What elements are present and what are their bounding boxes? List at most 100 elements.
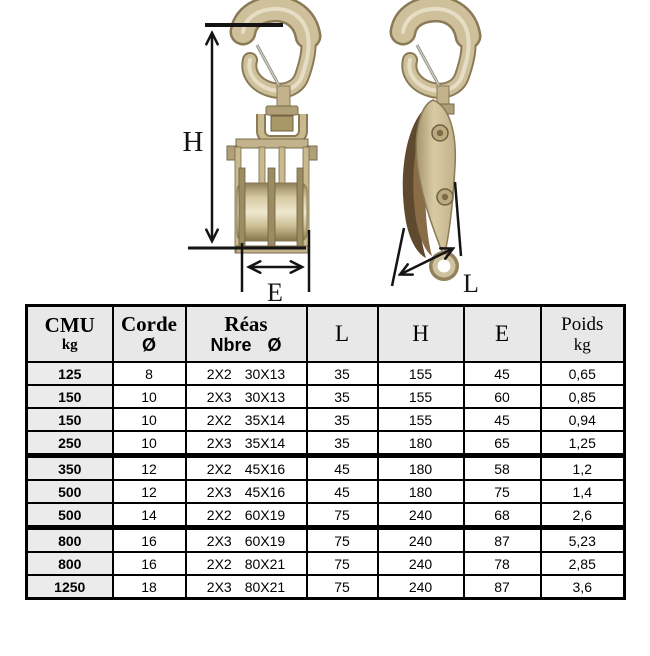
- cell-cmu: 800: [25, 526, 114, 553]
- cell-cmu: 800: [25, 551, 114, 576]
- cell-h: 240: [376, 502, 465, 530]
- table-row: 250 10 2X3 35X14 35 180 65 1,25: [25, 430, 626, 458]
- header-poids-label: Poids: [561, 314, 604, 336]
- table-row: 150 10 2X2 35X14 35 155 45 0,94: [25, 407, 626, 432]
- header-reas-label: Réas: [224, 311, 268, 336]
- col-header-e: E: [462, 304, 542, 363]
- pulley-front-photo: [226, 9, 317, 254]
- cell-cmu: 1250: [25, 574, 114, 600]
- dimension-e: E: [240, 230, 311, 305]
- cell-corde: 10: [111, 407, 187, 432]
- table-row: 1250 18 2X3 80X21 75 240 87 3,6: [25, 574, 626, 600]
- cell-cmu: 125: [25, 361, 114, 386]
- cell-poids: 2,85: [539, 551, 626, 576]
- cell-corde: 10: [111, 384, 187, 409]
- cell-h: 240: [376, 574, 465, 600]
- cell-l: 35: [305, 430, 379, 458]
- cell-poids: 0,65: [539, 361, 626, 386]
- col-header-cmu: CMU kg: [25, 304, 114, 363]
- cell-h: 155: [376, 407, 465, 432]
- cell-reas: 2X2 35X14: [184, 407, 308, 432]
- table-header-row: CMU kg Corde Ø Réas Nbre Ø L H: [25, 304, 626, 363]
- cell-corde: 16: [111, 526, 187, 553]
- header-cmu-label: CMU: [44, 313, 95, 338]
- cell-poids: 2,6: [539, 502, 626, 530]
- cell-cmu: 500: [25, 502, 114, 530]
- header-h-label: H: [412, 321, 429, 346]
- cell-poids: 1,4: [539, 479, 626, 504]
- cell-h: 240: [376, 551, 465, 576]
- cell-h: 180: [376, 430, 465, 458]
- header-l-label: L: [334, 321, 350, 346]
- cell-corde: 12: [111, 479, 187, 504]
- cell-poids: 1,25: [539, 430, 626, 458]
- header-corde-unit: Ø: [141, 334, 156, 355]
- header-e-label: E: [494, 321, 510, 346]
- cell-l: 35: [305, 384, 379, 409]
- cell-l: 75: [305, 526, 379, 553]
- cell-e: 75: [462, 479, 542, 504]
- table-row: 150 10 2X3 30X13 35 155 60 0,85: [25, 384, 626, 409]
- cell-poids: 5,23: [539, 526, 626, 553]
- cell-corde: 8: [111, 361, 187, 386]
- cell-poids: 3,6: [539, 574, 626, 600]
- table-row: 500 12 2X3 45X16 45 180 75 1,4: [25, 479, 626, 504]
- cell-corde: 10: [111, 430, 187, 458]
- cell-l: 45: [305, 479, 379, 504]
- cell-cmu: 150: [25, 407, 114, 432]
- dimension-l: L: [390, 181, 479, 298]
- spec-table: CMU kg Corde Ø Réas Nbre Ø L H: [25, 304, 626, 600]
- cell-e: 87: [462, 526, 542, 553]
- cell-h: 155: [376, 384, 465, 409]
- cell-reas: 2X3 45X16: [184, 479, 308, 504]
- cell-poids: 1,2: [539, 454, 626, 481]
- col-header-l: L: [305, 304, 379, 363]
- cell-e: 65: [462, 430, 542, 458]
- dimension-h: H: [183, 23, 306, 250]
- cell-e: 45: [462, 407, 542, 432]
- table-row: 800 16 2X3 60X19 75 240 87 5,23: [25, 526, 626, 553]
- hook-side-icon: [403, 9, 469, 93]
- col-header-h: H: [376, 304, 465, 363]
- cell-h: 155: [376, 361, 465, 386]
- header-cmu-unit: kg: [61, 337, 78, 354]
- cell-reas: 2X3 60X19: [184, 526, 308, 553]
- cell-e: 87: [462, 574, 542, 600]
- cell-corde: 16: [111, 551, 187, 576]
- header-reas-sub: Nbre Ø: [210, 334, 282, 355]
- hook-front-icon: [243, 9, 309, 93]
- cell-poids: 0,85: [539, 384, 626, 409]
- cell-e: 68: [462, 502, 542, 530]
- cell-reas: 2X3 30X13: [184, 384, 308, 409]
- cell-reas: 2X2 30X13: [184, 361, 308, 386]
- cell-e: 45: [462, 361, 542, 386]
- table-row: 800 16 2X2 80X21 75 240 78 2,85: [25, 551, 626, 576]
- pulley-figures: H E L: [183, 0, 650, 305]
- col-header-corde: Corde Ø: [111, 304, 187, 363]
- cell-e: 58: [462, 454, 542, 481]
- cell-l: 45: [305, 454, 379, 481]
- cell-l: 75: [305, 551, 379, 576]
- dimension-l-label: L: [463, 269, 479, 298]
- cell-corde: 14: [111, 502, 187, 530]
- cell-reas: 2X2 80X21: [184, 551, 308, 576]
- cell-h: 180: [376, 454, 465, 481]
- cell-cmu: 250: [25, 430, 114, 458]
- cell-corde: 18: [111, 574, 187, 600]
- cell-l: 35: [305, 407, 379, 432]
- cell-l: 75: [305, 574, 379, 600]
- cell-l: 35: [305, 361, 379, 386]
- cell-cmu: 350: [25, 454, 114, 481]
- header-corde-label: Corde: [121, 311, 177, 336]
- cell-e: 78: [462, 551, 542, 576]
- cell-reas: 2X2 60X19: [184, 502, 308, 530]
- dimension-e-label: E: [267, 278, 283, 305]
- table-row: 350 12 2X2 45X16 45 180 58 1,2: [25, 454, 626, 481]
- cell-e: 60: [462, 384, 542, 409]
- cell-corde: 12: [111, 454, 187, 481]
- cell-cmu: 150: [25, 384, 114, 409]
- cell-reas: 2X2 45X16: [184, 454, 308, 481]
- cell-h: 240: [376, 526, 465, 553]
- dimension-h-label: H: [183, 126, 204, 158]
- col-header-poids: Poids kg: [539, 304, 626, 363]
